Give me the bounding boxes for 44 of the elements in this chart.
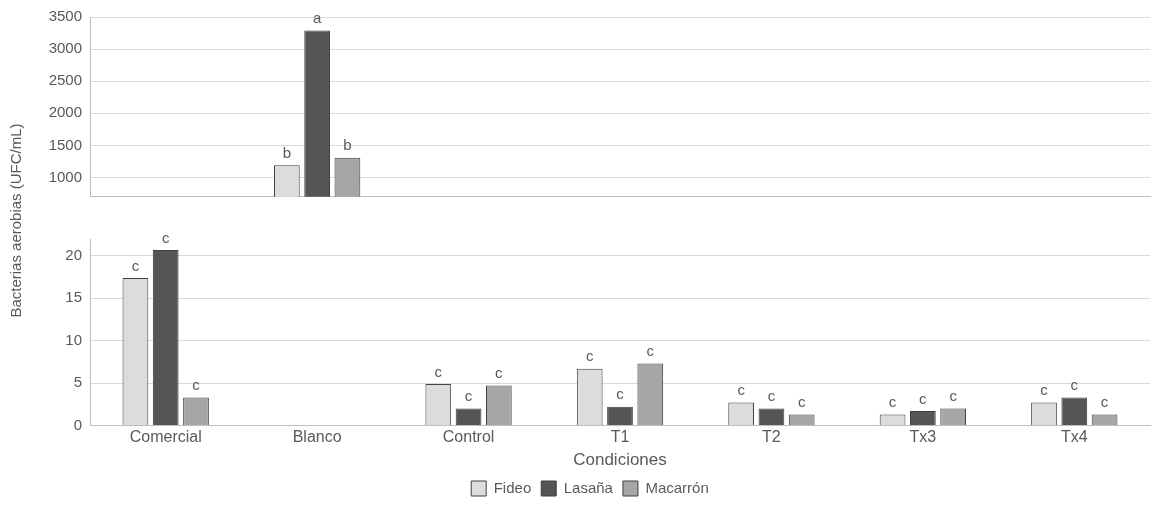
y-tick-label: 10 [65,330,82,348]
data-label: c [131,256,140,274]
y-tick-label: 3500 [48,7,82,25]
x-tick-label: T1 [610,428,630,446]
data-label: c [767,387,776,405]
y-tick-label: 1000 [48,167,82,185]
x-tick-label: Blanco [292,428,342,446]
data-label: c [616,385,625,403]
data-label: c [1040,381,1049,399]
data-label: c [585,347,594,365]
data-label: c [495,364,504,382]
data-label: a [312,9,322,27]
y-tick-label: 3000 [48,39,82,57]
y-axis-title: Bacterias aerobias (UFC/mL) [6,122,24,318]
data-label: c [919,389,928,407]
data-label: c [737,381,746,399]
data-label: c [646,342,655,360]
legend-label: Fideo [493,478,532,496]
x-tick-label: Tx3 [909,428,937,446]
y-tick-label: 2000 [48,103,82,121]
legend-label: Macarrón [645,478,709,496]
y-tick-label: 20 [65,246,82,264]
data-label: c [1070,376,1079,394]
x-tick-label: Comercial [129,428,202,446]
data-label: c [161,228,170,246]
x-axis-title: Condiciones [573,450,667,470]
data-label: c [797,393,806,411]
data-label: b [343,136,352,154]
data-label: c [464,387,473,405]
y-tick-label: 1500 [48,135,82,153]
y-tick-label: 2500 [48,71,82,89]
legend-label: Lasaña [563,478,614,496]
data-label: c [888,393,897,411]
x-tick-label: T2 [762,428,781,446]
data-label: c [949,387,958,405]
y-tick-label: 15 [65,288,82,306]
x-tick-label: Tx4 [1060,428,1088,446]
data-label: c [434,362,443,380]
data-label: b [282,143,292,161]
x-tick-label: Control [442,428,495,446]
y-tick-label: 5 [73,373,82,391]
y-tick-label: 0 [73,415,82,433]
data-label: c [192,376,201,394]
data-label: c [1100,393,1109,411]
